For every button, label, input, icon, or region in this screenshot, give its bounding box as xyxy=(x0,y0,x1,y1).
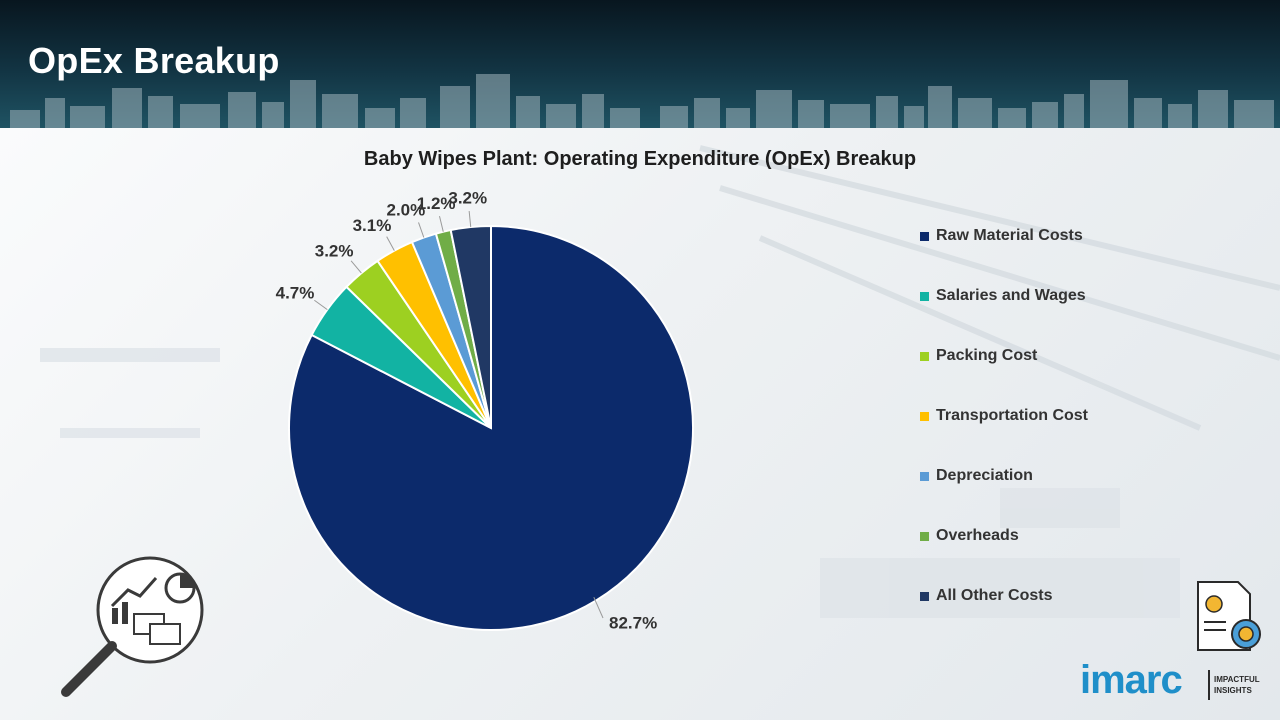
legend-swatch xyxy=(920,351,929,361)
data-label-depreciation: 2.0% xyxy=(386,201,425,220)
brand-divider xyxy=(1208,670,1210,700)
data-label-salaries-and-wages: 4.7% xyxy=(276,284,315,303)
legend-item-transportation-cost: Transportation Cost xyxy=(920,406,1088,426)
legend-item-all-other-costs: All Other Costs xyxy=(920,586,1088,606)
legend-swatch xyxy=(920,231,929,241)
legend-label: Packing Cost xyxy=(936,347,1038,364)
legend-label: Transportation Cost xyxy=(936,407,1089,424)
legend-swatch xyxy=(920,471,929,481)
legend-label: Overheads xyxy=(936,527,1019,544)
legend-swatch xyxy=(920,531,929,541)
legend-label: Raw Material Costs xyxy=(936,227,1083,244)
leader-line-depreciation xyxy=(418,222,425,238)
brand-name: imarc xyxy=(1080,658,1183,702)
legend-swatch xyxy=(920,291,929,301)
analytics-magnifier-icon xyxy=(61,556,204,697)
cost-document-icon xyxy=(1197,581,1261,651)
legend-label: Salaries and Wages xyxy=(936,287,1086,304)
page-title: OpEx Breakup xyxy=(28,40,280,81)
chart-title: Baby Wipes Plant: Operating Expenditure … xyxy=(363,148,917,170)
data-label-raw-material-costs: 82.7% xyxy=(609,613,657,632)
legend-item-salaries-and-wages: Salaries and Wages xyxy=(920,286,1088,306)
data-label-overheads: 1.2% xyxy=(417,194,456,213)
legend-swatch xyxy=(920,411,929,421)
factory-background-decoration xyxy=(40,145,1280,618)
leader-line-transportation-cost xyxy=(386,236,395,251)
leader-line-all-other-costs xyxy=(468,211,472,228)
chart-legend: Raw Material Costs Salaries and Wages Pack… xyxy=(920,226,1088,646)
header-banner: OpEx Breakup xyxy=(0,0,1280,128)
leader-line-salaries-and-wages xyxy=(314,299,328,311)
pie-chart: 82.7%4.7%3.2%3.1%2.0%1.2%3.2% xyxy=(276,189,694,632)
legend-item-packing-cost: Packing Cost xyxy=(920,346,1088,366)
leader-line-raw-material-costs xyxy=(593,596,604,619)
data-label-all-other-costs: 3.2% xyxy=(448,189,487,208)
legend-label: Depreciation xyxy=(936,467,1033,484)
leader-line-overheads xyxy=(439,216,444,232)
legend-label: All Other Costs xyxy=(936,587,1053,604)
brand-tagline: IMPACTFUL INSIGHTS xyxy=(1214,675,1260,695)
brand-logo: imarc IMPACTFUL INSIGHTS xyxy=(1080,658,1270,708)
data-label-transportation-cost: 3.1% xyxy=(353,216,392,235)
legend-swatch xyxy=(920,591,929,601)
leader-line-packing-cost xyxy=(350,260,362,274)
legend-item-depreciation: Depreciation xyxy=(920,466,1088,486)
data-label-packing-cost: 3.2% xyxy=(315,242,354,261)
legend-item-overheads: Overheads xyxy=(920,526,1088,546)
city-skyline-decoration xyxy=(10,74,1274,128)
legend-item-raw-material-costs: Raw Material Costs xyxy=(920,226,1088,246)
